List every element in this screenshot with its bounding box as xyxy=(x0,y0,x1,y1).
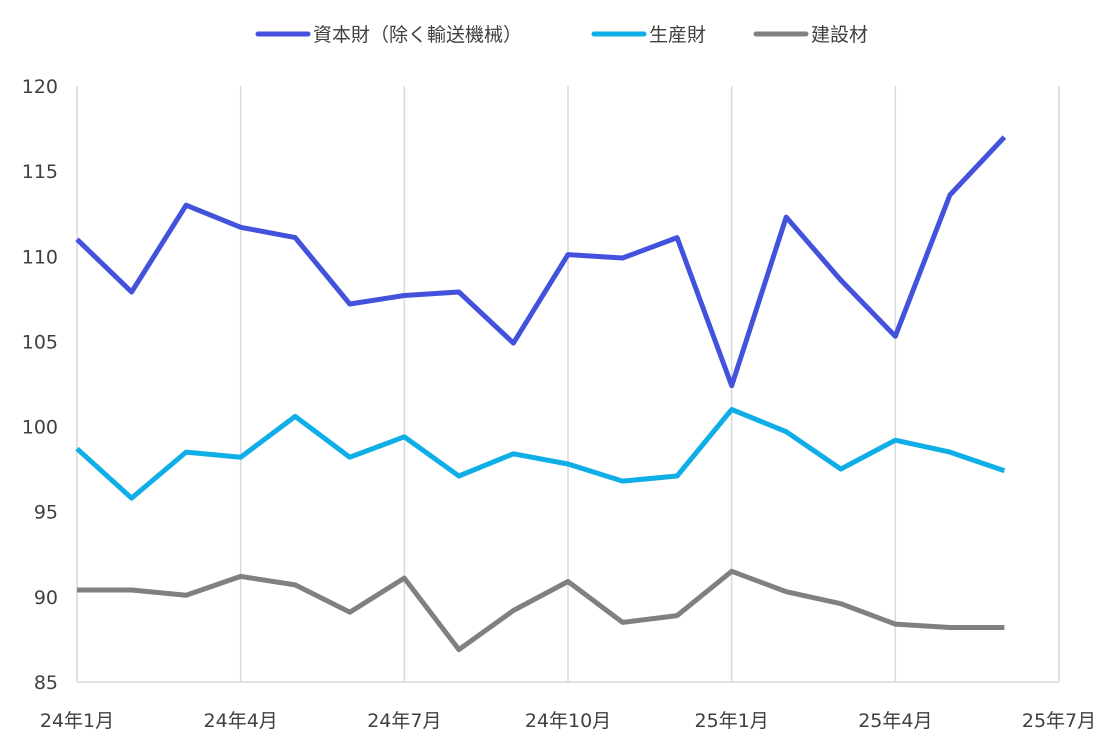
y-tick-label: 110 xyxy=(22,246,58,268)
series-line-2 xyxy=(75,407,1006,501)
y-tick-label: 95 xyxy=(34,502,58,524)
x-tick-label: 25年4月 xyxy=(858,710,932,732)
legend: 資本財（除く輸送機械） 生産財 建設材 xyxy=(255,24,868,46)
x-tick-label: 24年1月 xyxy=(40,710,114,732)
x-tick-label: 24年4月 xyxy=(204,710,278,732)
y-tick-label: 120 xyxy=(22,76,58,98)
y-tick-label: 100 xyxy=(22,417,58,439)
series-line-3 xyxy=(77,568,1005,653)
y-tick-label: 90 xyxy=(34,587,58,609)
x-tick-label: 24年10月 xyxy=(525,710,611,732)
y-tick-label: 115 xyxy=(22,161,58,183)
legend-label: 生産財 xyxy=(649,24,706,46)
series-line-1 xyxy=(75,135,1007,389)
legend-label: 資本財（除く輸送機械） xyxy=(313,24,522,46)
y-tick-label: 105 xyxy=(22,331,58,353)
x-tick-label: 25年1月 xyxy=(695,710,769,732)
axes: 24年1月 24年4月 24年7月 24年10月 25年1月 25年4月 25年7月 85 90… xyxy=(22,76,1096,732)
x-tick-label: 24年7月 xyxy=(367,710,441,732)
y-tick-label: 85 xyxy=(34,672,58,694)
legend-label: 建設材 xyxy=(811,24,868,46)
grid xyxy=(239,86,1060,682)
x-tick-label: 25年7月 xyxy=(1022,710,1096,732)
series-lines xyxy=(75,135,1007,653)
